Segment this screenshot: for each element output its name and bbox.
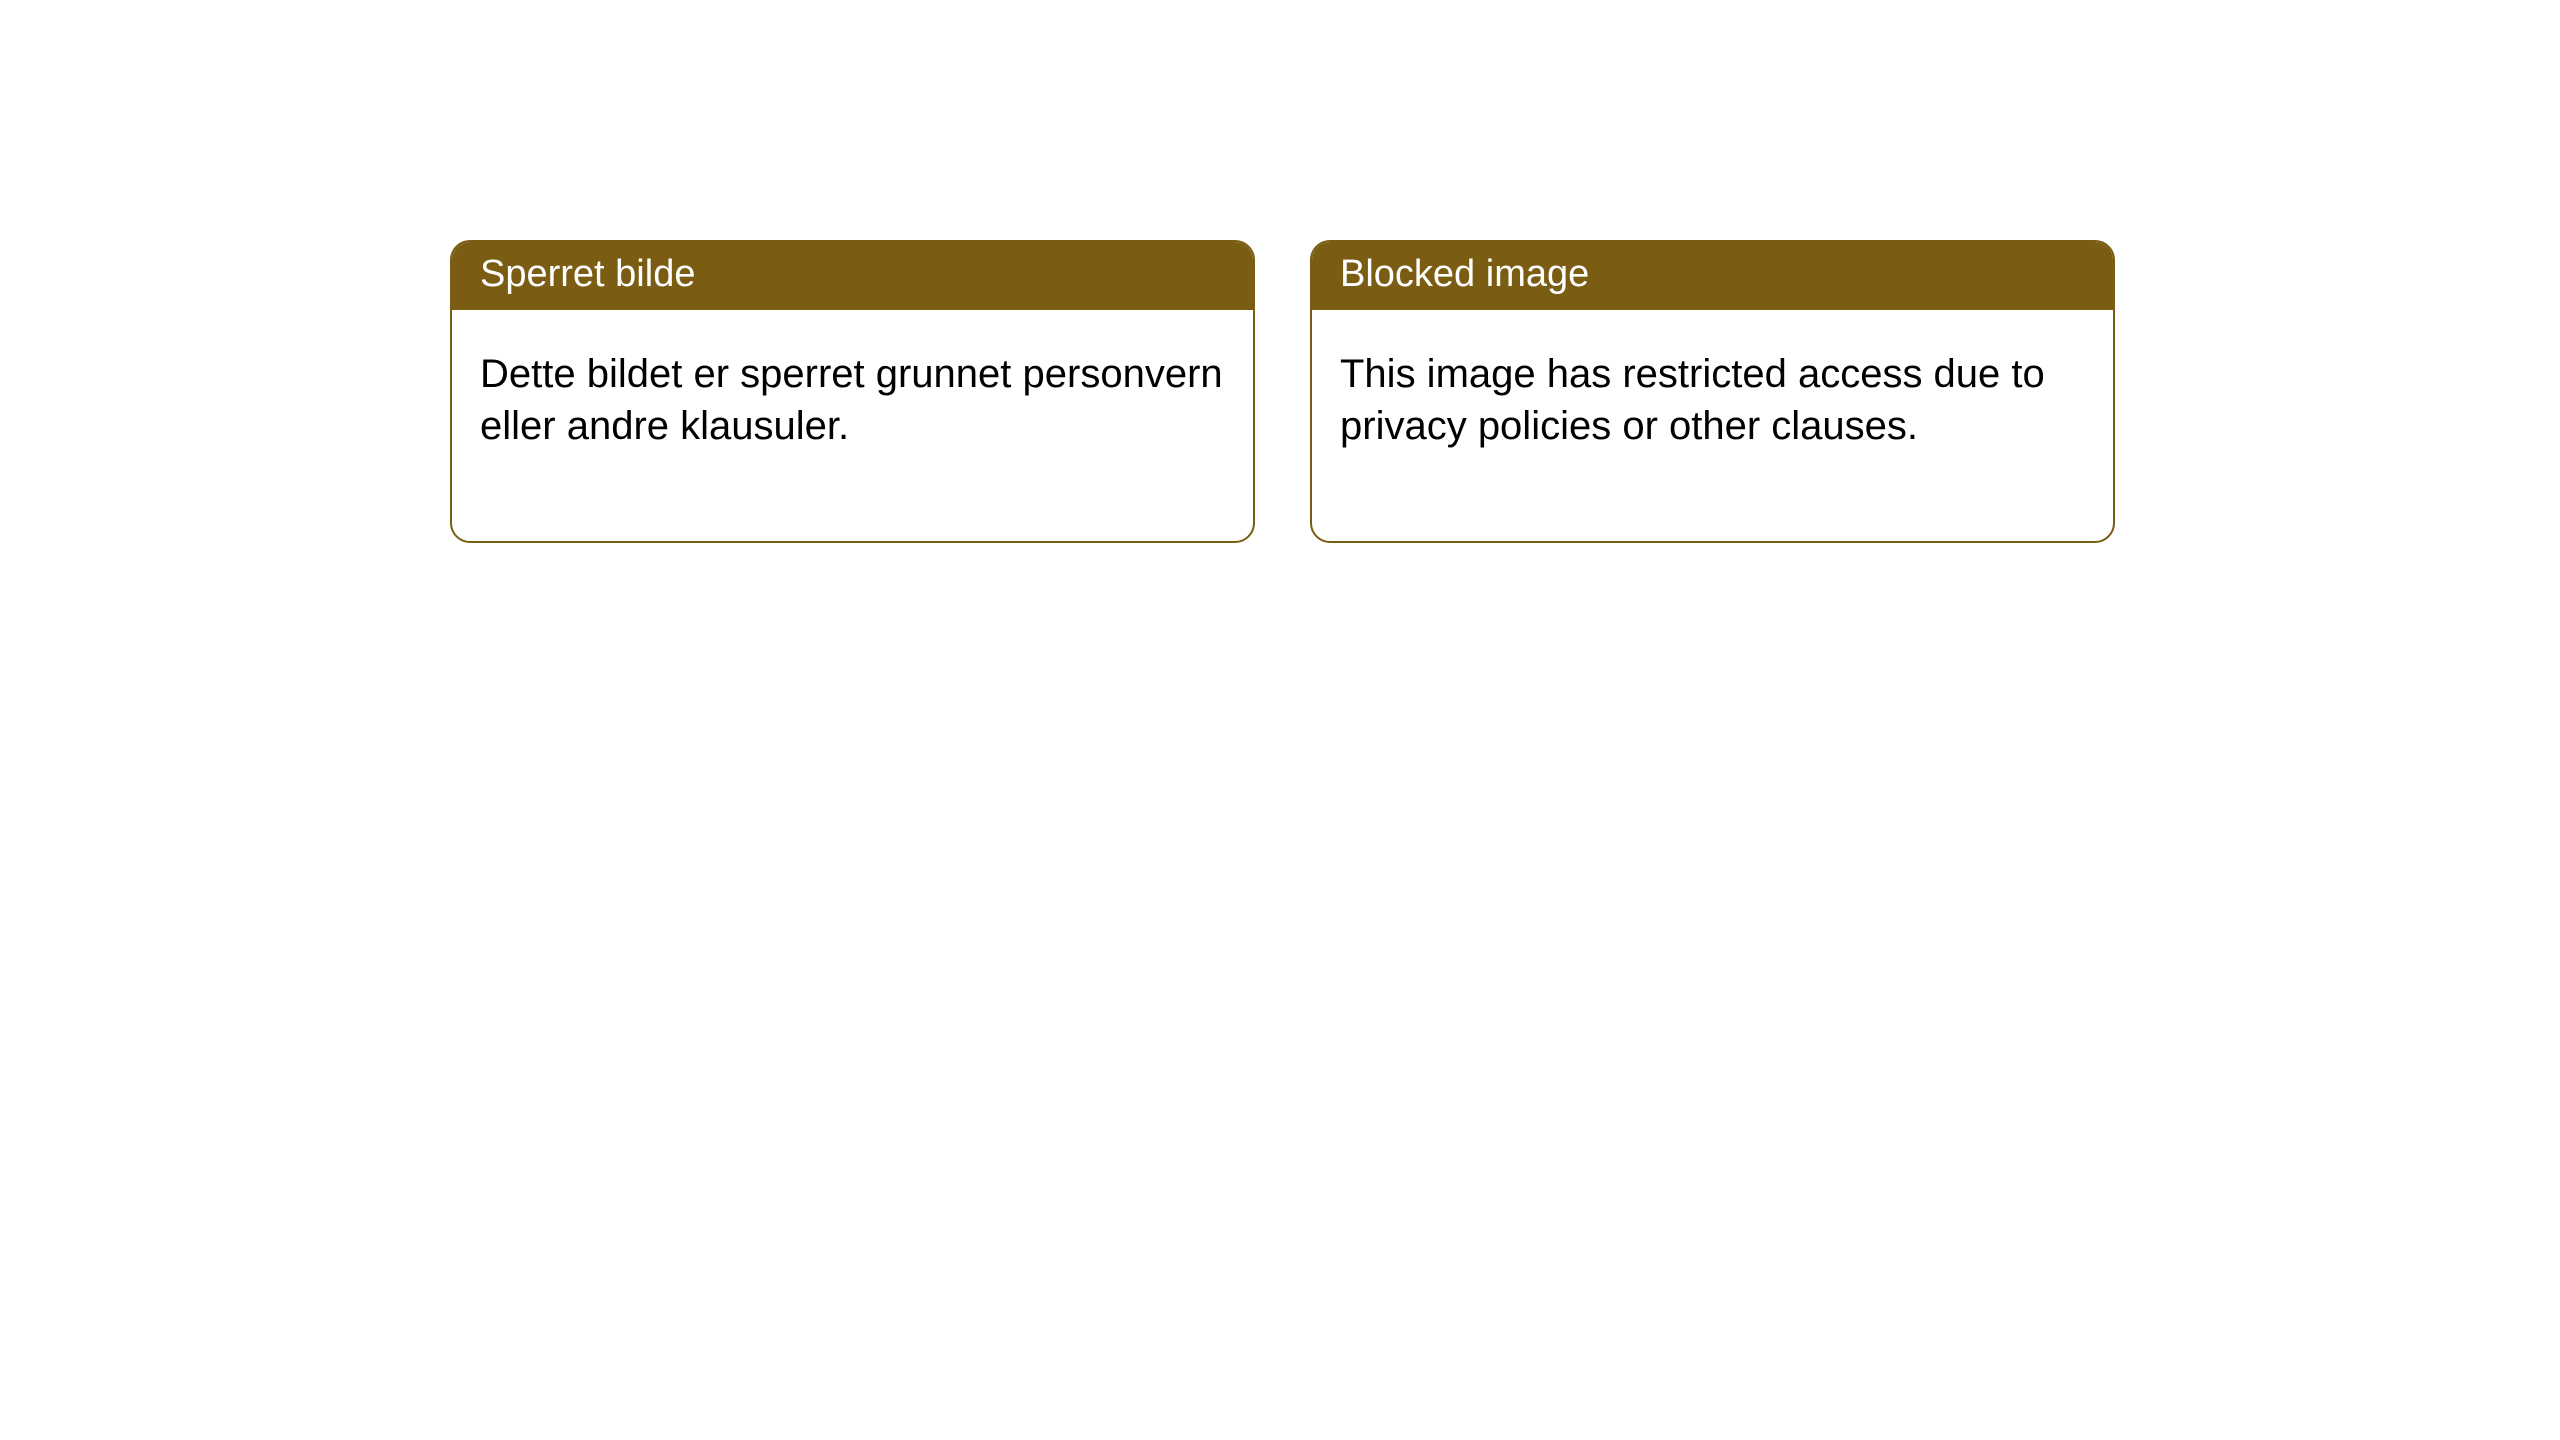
notice-container: Sperret bilde Dette bildet er sperret gr… — [0, 0, 2560, 543]
card-body: This image has restricted access due to … — [1312, 310, 2113, 542]
card-body: Dette bildet er sperret grunnet personve… — [452, 310, 1253, 542]
blocked-image-card-en: Blocked image This image has restricted … — [1310, 240, 2115, 543]
card-header: Blocked image — [1312, 242, 2113, 310]
card-header: Sperret bilde — [452, 242, 1253, 310]
blocked-image-card-no: Sperret bilde Dette bildet er sperret gr… — [450, 240, 1255, 543]
